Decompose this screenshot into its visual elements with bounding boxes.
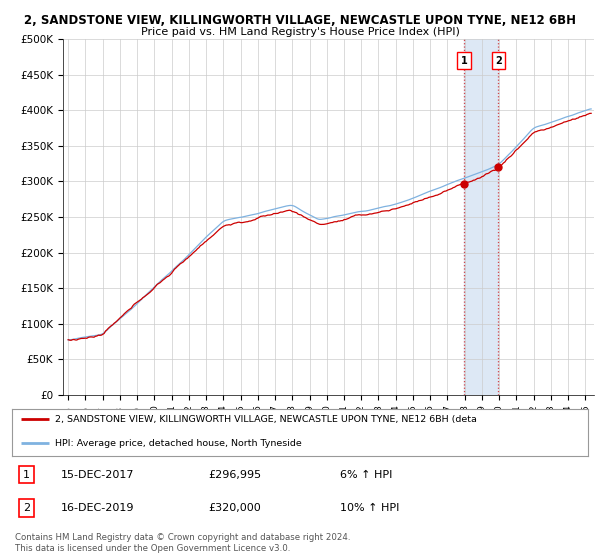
- Text: Contains HM Land Registry data © Crown copyright and database right 2024.
This d: Contains HM Land Registry data © Crown c…: [15, 533, 350, 553]
- Text: 10% ↑ HPI: 10% ↑ HPI: [340, 503, 400, 513]
- Text: £320,000: £320,000: [208, 503, 260, 513]
- Text: 1: 1: [23, 470, 30, 479]
- Bar: [464, 39, 499, 395]
- Text: 2: 2: [23, 503, 30, 513]
- Text: 15-DEC-2017: 15-DEC-2017: [61, 470, 134, 479]
- Text: 16-DEC-2019: 16-DEC-2019: [61, 503, 134, 513]
- Text: 1: 1: [461, 55, 467, 66]
- Text: 2, SANDSTONE VIEW, KILLINGWORTH VILLAGE, NEWCASTLE UPON TYNE, NE12 6BH (deta: 2, SANDSTONE VIEW, KILLINGWORTH VILLAGE,…: [55, 415, 477, 424]
- Text: 6% ↑ HPI: 6% ↑ HPI: [340, 470, 392, 479]
- Text: Price paid vs. HM Land Registry's House Price Index (HPI): Price paid vs. HM Land Registry's House …: [140, 27, 460, 37]
- Text: 2, SANDSTONE VIEW, KILLINGWORTH VILLAGE, NEWCASTLE UPON TYNE, NE12 6BH: 2, SANDSTONE VIEW, KILLINGWORTH VILLAGE,…: [24, 14, 576, 27]
- Text: 2: 2: [495, 55, 502, 66]
- Text: HPI: Average price, detached house, North Tyneside: HPI: Average price, detached house, Nort…: [55, 438, 302, 447]
- Text: £296,995: £296,995: [208, 470, 261, 479]
